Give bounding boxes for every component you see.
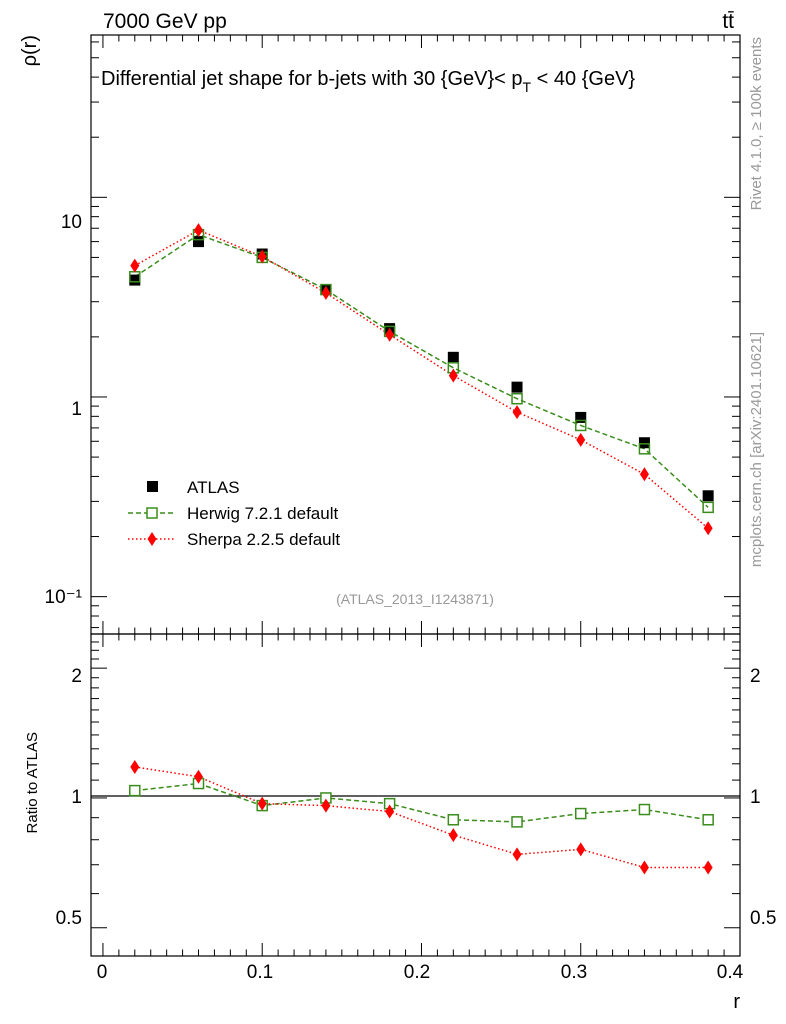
legend-sherpa-marker [147, 532, 157, 546]
herwig-ratio-point [129, 784, 141, 797]
sherpa-ratio-point [130, 759, 140, 774]
ratio-tick-label-2-right: 2 [750, 666, 761, 687]
herwig-point [511, 392, 523, 405]
x-tick-label-0p1: 0.1 [247, 962, 273, 983]
legend-herwig-label: Herwig 7.2.1 default [187, 504, 338, 523]
sherpa-ratio-point [639, 860, 649, 875]
y-tick-label-1: 1 [71, 399, 82, 420]
atlas-point [193, 236, 205, 248]
herwig-ratio-line [134, 782, 709, 823]
analysis-watermark: (ATLAS_2013_I1243871) [336, 591, 494, 607]
sherpa-ratio-point [512, 847, 522, 862]
legend-herwig-marker [146, 507, 158, 519]
sherpa-point [257, 249, 267, 264]
herwig-ratio-point [511, 816, 523, 828]
series-layer [129, 223, 714, 875]
chart-title-main: Differential jet shape for b-jets with 3… [101, 68, 523, 90]
atlas-point [702, 490, 714, 502]
herwig-ratio-point [447, 814, 460, 826]
legend-atlas-marker [147, 481, 158, 492]
herwig-line [134, 233, 709, 508]
sherpa-ratio-point [194, 769, 204, 784]
x-tick-label-0p4: 0.4 [717, 962, 744, 983]
herwig-ratio-point [638, 803, 651, 816]
ratio-tick-label-0p5: 0.5 [56, 908, 82, 929]
x-tick-label-0: 0 [97, 962, 108, 983]
header-process: tt̄ [722, 10, 734, 33]
sherpa-point [576, 432, 586, 447]
sherpa-ratio-point [257, 796, 267, 811]
ratio-tick-label-1-right: 1 [750, 787, 761, 808]
herwig-point [702, 501, 714, 514]
header-energy: 7000 GeV pp [103, 10, 227, 33]
herwig-ratio-point [574, 807, 587, 820]
sherpa-ratio-point [385, 804, 395, 819]
herwig-point [574, 419, 587, 432]
y-axis-label: ρ(r) [19, 35, 41, 66]
sherpa-point [130, 258, 140, 273]
sherpa-point [639, 467, 649, 482]
sherpa-point [512, 405, 522, 420]
legend-sherpa-label: Sherpa 2.2.5 default [187, 530, 340, 549]
y-tick-label-10: 10 [61, 212, 82, 233]
sherpa-ratio-line [134, 766, 709, 869]
chart-title-subscript: T [523, 79, 532, 95]
sherpa-point [321, 285, 331, 300]
x-tick-label-0p2: 0.2 [404, 962, 430, 983]
atlas-point [575, 411, 587, 423]
atlas-point [447, 351, 459, 363]
sherpa-point [194, 223, 204, 238]
herwig-ratio-point [702, 814, 714, 826]
ratio-tick-label-1: 1 [71, 787, 82, 808]
y-tick-label-0p1: 10⁻¹ [45, 587, 83, 608]
atlas-point [638, 437, 650, 449]
legend-atlas-label: ATLAS [187, 478, 240, 497]
sherpa-ratio-point [321, 798, 331, 813]
legend: ATLAS Herwig 7.2.1 default Sherpa 2.2.5 … [128, 478, 340, 549]
sherpa-point [385, 327, 395, 342]
ratio-frame [90, 633, 741, 957]
mcplots-label: mcplots.cern.ch [arXiv:2401.10621] [748, 332, 765, 567]
rivet-label: Rivet 4.1.0, ≥ 100k events [748, 37, 765, 210]
chart-title: Differential jet shape for b-jets with 3… [101, 68, 635, 95]
x-tick-label-0p3: 0.3 [561, 962, 587, 983]
axis-ticks [91, 35, 741, 956]
sherpa-ratio-point [448, 828, 458, 843]
x-axis-label: r [733, 991, 740, 1013]
chart-title-tail: < 40 {GeV} [531, 68, 635, 90]
sherpa-line [134, 229, 709, 529]
ratio-tick-label-2: 2 [71, 666, 82, 687]
sherpa-ratio-point [576, 842, 586, 857]
ratio-axis-label: Ratio to ATLAS [24, 732, 41, 833]
ratio-tick-label-0p5-right: 0.5 [750, 908, 776, 929]
sherpa-ratio-point [703, 860, 713, 875]
herwig-point [638, 443, 651, 455]
atlas-point [129, 274, 141, 286]
sherpa-point [448, 368, 458, 383]
sherpa-point [703, 521, 713, 536]
atlas-point [511, 381, 523, 393]
